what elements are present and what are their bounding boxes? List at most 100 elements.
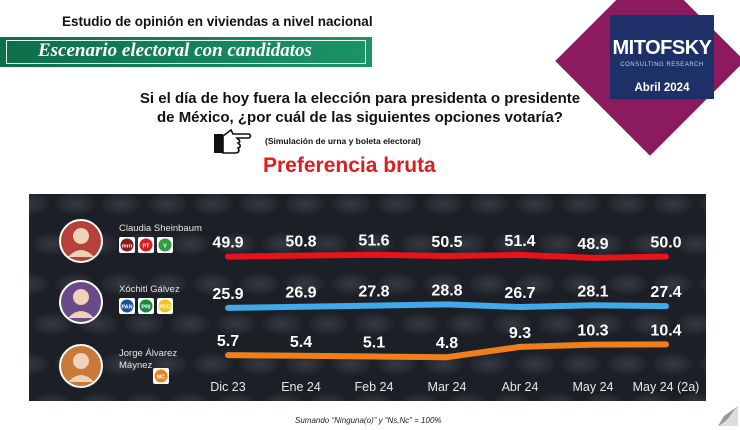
study-header: Estudio de opinión en viviendas a nivel … [62,14,373,29]
background-disc [308,313,348,335]
background-disc [584,393,624,401]
x-tick-label: Mar 24 [428,380,467,394]
pointing-hand-icon [214,128,252,154]
candidate-list: Claudia Sheinbaum mrn PT V Xóchitl Gálvez PAN… [59,219,202,388]
background-disc [55,194,95,215]
background-disc [699,275,706,293]
candidate-name: Claudia Sheinbaum [119,223,202,234]
logo-box [610,15,714,99]
background-disc [515,273,555,295]
background-disc [29,273,49,295]
party-logo-icon [158,238,172,252]
background-disc [354,313,394,335]
chart-panel: Claudia Sheinbaum mrn PT V Xóchitl Gálvez PAN… [29,194,706,401]
background-disc [101,273,141,295]
background-disc [538,233,578,255]
question-text: Si el día de hoy fuera la elección para … [110,89,610,127]
x-tick-label: May 24 [573,380,614,394]
data-label: 28.8 [431,282,462,299]
x-tick-label: Feb 24 [355,380,394,394]
background-disc [400,313,440,335]
background-disc [170,313,210,335]
background-disc [285,273,325,295]
party-logo-icon [158,299,172,313]
background-disc [331,273,371,295]
background-disc [239,194,279,215]
data-label: 4.8 [436,335,458,352]
background-disc [446,233,486,255]
data-label: 27.4 [650,284,681,301]
background-disc [630,393,670,401]
chart-subtitle: Preferencia bruta [263,154,436,177]
data-label: 5.1 [363,334,385,351]
background-disc [262,233,302,255]
party-logo-icon: PAN [121,305,132,311]
background-disc [653,353,693,375]
background-disc [561,273,601,295]
background-disc [29,194,49,215]
background-disc [515,353,555,375]
background-disc [193,353,233,375]
data-label: 50.0 [650,235,681,252]
data-label: 51.4 [504,233,535,250]
background-disc [607,273,647,295]
party-logo-icon [139,238,153,252]
page-curl-icon [718,406,738,426]
banner-title: Escenario electoral con candidatos [38,40,312,61]
data-label: 9.3 [509,325,531,342]
background-disc [469,353,509,375]
background-disc [446,393,486,401]
background-disc [124,313,164,335]
background-disc [584,313,624,335]
background-disc [676,313,706,335]
data-label: 5.4 [290,334,312,351]
data-label: 49.9 [212,235,243,252]
background-disc [653,273,693,295]
party-logo-icon [120,238,134,252]
candidate-name: Xóchitl Gálvez [119,284,180,295]
data-label: 50.8 [285,234,316,251]
avatar-face [73,353,89,369]
background-disc [147,273,187,295]
background-disc [423,194,463,215]
series-lines [225,251,669,361]
background-disc [676,393,706,401]
background-disc [377,273,417,295]
data-label: 10.3 [577,323,608,340]
avatar-shoulders [68,311,94,318]
background-disc [239,273,279,295]
question-line-1: Si el día de hoy fuera la elección para … [139,90,581,107]
party-logo-icon [154,369,168,383]
logo-tagline: CONSULTING RESEARCH [620,62,704,68]
background-disc [308,233,348,255]
x-axis-ticks: Dic 23 Ene 24 Feb 24 Mar 24 Abr 24 May 24 May … [210,380,699,394]
background-disc [630,313,670,335]
background-disc [653,194,693,215]
footnote: Sumando “Ninguna(o)” y “Ns,Nc” = 100% [295,416,442,425]
background-disc [561,353,601,375]
background-disc [699,195,706,213]
background-disc [377,194,417,215]
avatar-face [73,289,89,305]
banner-frame [6,40,366,64]
data-label: 10.4 [650,322,681,339]
background-disc [699,355,706,373]
party-logo-icon: PRD [159,305,171,311]
background-disc [29,353,49,375]
data-label: 25.9 [212,286,243,303]
background-disc [308,393,348,401]
background-disc [354,233,394,255]
background-disc [101,353,141,375]
question-line-2: de México, ¿por cuál de las siguientes o… [157,109,563,126]
data-label: 5.7 [217,333,239,350]
x-tick-label: Dic 23 [210,380,245,394]
background-disc [124,393,164,401]
background-disc [538,313,578,335]
background-disc [469,273,509,295]
background-disc [193,194,233,215]
candidate-name: Jorge Álvarez [119,348,177,359]
background-disc [193,273,233,295]
avatar-face [73,228,89,244]
background-disc [262,393,302,401]
background-disc [607,353,647,375]
